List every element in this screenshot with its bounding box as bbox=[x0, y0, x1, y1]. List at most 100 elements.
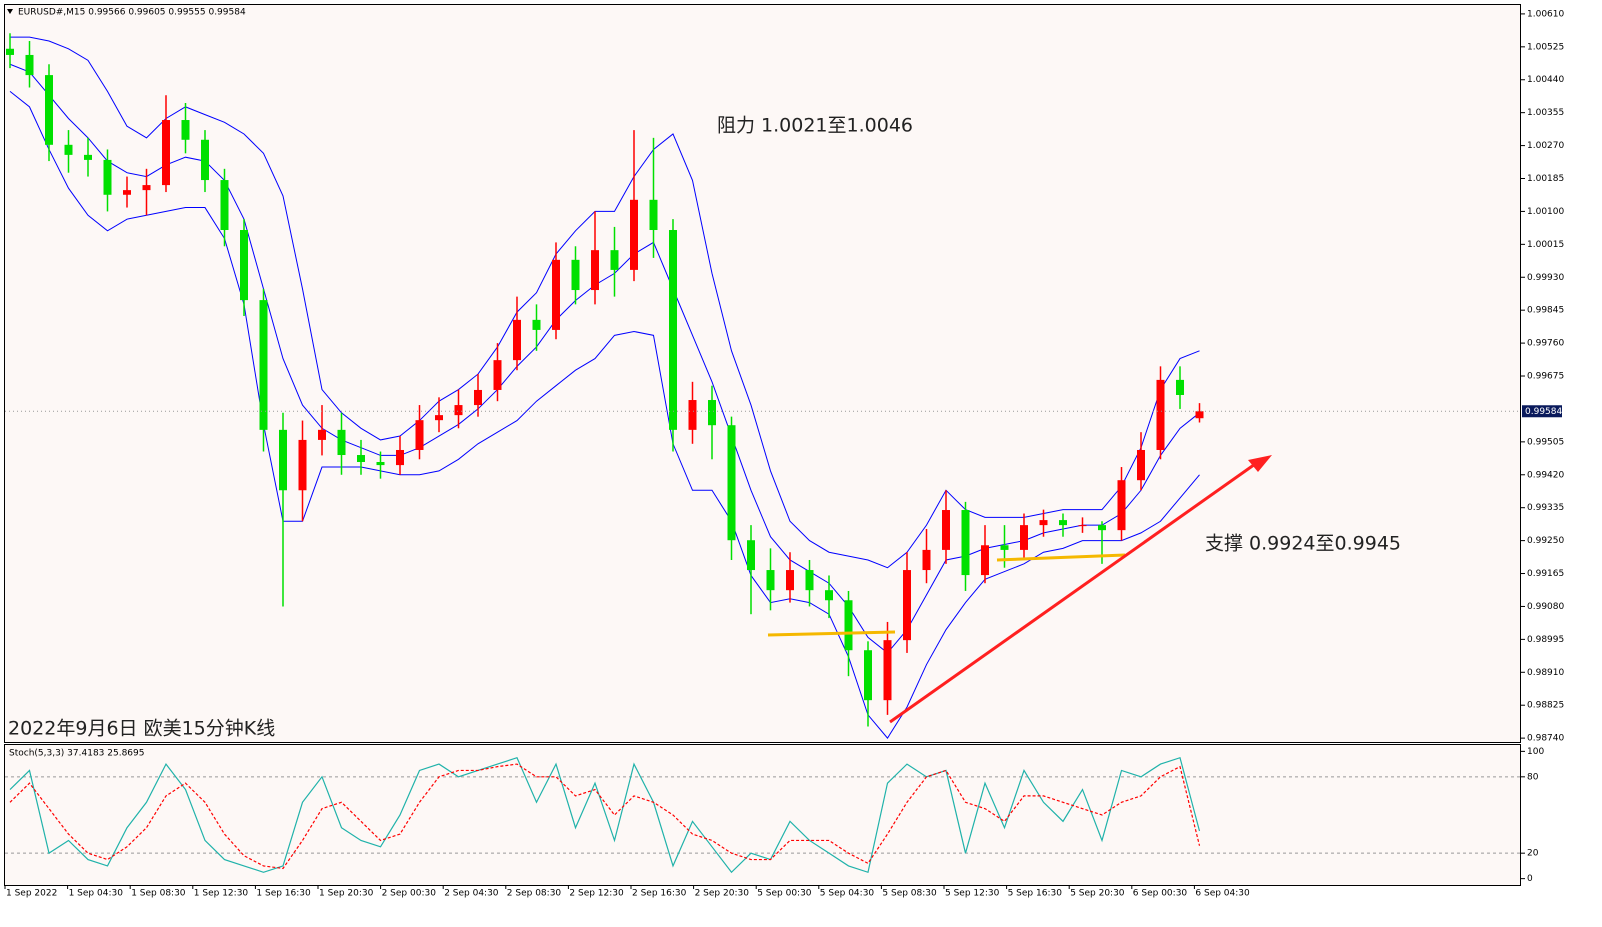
y-tick-label: 100 bbox=[1527, 747, 1544, 757]
y-tick-label: 1.00185 bbox=[1527, 174, 1564, 184]
candle-body bbox=[669, 230, 677, 430]
candle-body bbox=[903, 570, 911, 641]
arrow-head bbox=[1248, 455, 1272, 472]
candle-body bbox=[337, 429, 346, 456]
candle-body bbox=[1195, 411, 1204, 419]
candle-body bbox=[610, 250, 619, 270]
x-tick-label: 2 Sep 16:30 bbox=[632, 889, 687, 899]
candle-body bbox=[591, 250, 599, 291]
drawings bbox=[767, 455, 1272, 724]
y-tick-label: 0.99335 bbox=[1527, 503, 1564, 513]
x-tick-label: 6 Sep 04:30 bbox=[1195, 889, 1250, 899]
x-tick-label: 5 Sep 04:30 bbox=[820, 889, 875, 899]
x-tick-label: 2 Sep 12:30 bbox=[569, 889, 624, 899]
candle-body bbox=[25, 54, 34, 76]
candle-body bbox=[298, 439, 307, 491]
candle-body bbox=[240, 230, 248, 301]
y-tick-label: 1.00270 bbox=[1527, 141, 1564, 151]
y-tick-label: 1.00610 bbox=[1527, 9, 1564, 19]
candle-body bbox=[1176, 379, 1184, 395]
x-tick-label: 2 Sep 20:30 bbox=[695, 889, 750, 899]
y-tick-label: 0.98740 bbox=[1527, 734, 1564, 744]
candle-body bbox=[454, 405, 463, 416]
x-tick-label: 1 Sep 08:30 bbox=[131, 889, 186, 899]
candle-body bbox=[786, 570, 794, 591]
x-tick-label: 5 Sep 00:30 bbox=[757, 889, 812, 899]
x-tick-label: 2 Sep 04:30 bbox=[444, 889, 499, 899]
x-tick-label: 1 Sep 20:30 bbox=[319, 889, 374, 899]
y-tick-label: 0.98825 bbox=[1527, 701, 1564, 711]
y-tick-label: 0.99760 bbox=[1527, 339, 1564, 349]
y-tick-label: 1.00525 bbox=[1527, 42, 1564, 52]
candle-body bbox=[181, 120, 190, 140]
candle-body bbox=[688, 400, 697, 430]
x-tick-label: 5 Sep 20:30 bbox=[1070, 889, 1125, 899]
y-tick-label: 0.99165 bbox=[1527, 569, 1564, 579]
x-tick-label: 5 Sep 16:30 bbox=[1008, 889, 1063, 899]
candle-body bbox=[1117, 480, 1126, 531]
candle-body bbox=[1020, 525, 1028, 550]
candle-body bbox=[844, 600, 853, 651]
candle-body bbox=[201, 139, 209, 181]
annotation: 支撑 0.9924至0.9945 bbox=[1205, 533, 1401, 555]
y-tick-label: 80 bbox=[1527, 772, 1539, 782]
candle-body bbox=[825, 590, 833, 601]
bollinger-band bbox=[10, 36, 1200, 569]
y-tick-label: 0.99675 bbox=[1527, 372, 1564, 382]
candle-body bbox=[64, 144, 73, 155]
candle-body bbox=[883, 640, 892, 701]
y-tick-label: 0.99420 bbox=[1527, 470, 1564, 480]
y-tick-label: 0.98995 bbox=[1527, 635, 1564, 645]
candle-body bbox=[45, 75, 53, 145]
candle-body bbox=[513, 319, 521, 361]
x-tick-label: 6 Sep 00:30 bbox=[1133, 889, 1188, 899]
x-tick-label: 5 Sep 12:30 bbox=[945, 889, 1000, 899]
support-line bbox=[996, 553, 1126, 562]
candle-body bbox=[474, 389, 482, 406]
candle-body bbox=[1156, 379, 1165, 450]
price-label: 0.99584 bbox=[1525, 407, 1562, 417]
y-tick-label: 1.00015 bbox=[1527, 240, 1564, 250]
candle-body bbox=[552, 259, 560, 330]
x-tick-label: 1 Sep 2022 bbox=[6, 889, 57, 899]
bollinger-band bbox=[9, 90, 1200, 739]
x-tick-label: 2 Sep 08:30 bbox=[507, 889, 562, 899]
candle-body bbox=[1000, 545, 1009, 550]
title-icon bbox=[7, 9, 13, 14]
axes: 1.00610 1.00525 1.00440 1.00355 1.00270 1.001… bbox=[4, 9, 1564, 899]
chart-title: EURUSD#,M15 0.99566 0.99605 0.99555 0.99… bbox=[18, 8, 246, 18]
stoch-plot bbox=[5, 756, 1520, 874]
candle-body bbox=[1078, 525, 1087, 527]
candle-body bbox=[961, 510, 970, 576]
candle-body bbox=[708, 400, 716, 426]
support-line bbox=[767, 630, 896, 637]
candle-body bbox=[864, 650, 872, 701]
candle-body bbox=[805, 570, 814, 591]
candle-body bbox=[981, 545, 989, 576]
y-tick-label: 20 bbox=[1527, 849, 1539, 859]
annotation: 阻力 1.0021至1.0046 bbox=[717, 115, 913, 137]
candle-body bbox=[747, 540, 755, 571]
candle-body bbox=[727, 425, 736, 541]
candle-body bbox=[493, 360, 502, 390]
candle-body bbox=[766, 570, 775, 591]
candle-body bbox=[6, 48, 14, 55]
candle-body bbox=[376, 461, 385, 466]
candle-body bbox=[84, 154, 92, 160]
candle-body bbox=[1137, 449, 1145, 481]
main-plot bbox=[6, 33, 1204, 739]
y-tick-label: 0.99250 bbox=[1527, 536, 1564, 546]
candle-body bbox=[279, 429, 287, 491]
candle-body bbox=[415, 420, 424, 450]
candle-body bbox=[142, 185, 151, 191]
candle-body bbox=[571, 259, 580, 291]
x-tick-label: 5 Sep 08:30 bbox=[882, 889, 937, 899]
x-tick-label: 1 Sep 12:30 bbox=[194, 889, 249, 899]
x-tick-label: 2 Sep 00:30 bbox=[382, 889, 437, 899]
y-tick-label: 0.98910 bbox=[1527, 668, 1564, 678]
stoch-line bbox=[9, 756, 1201, 874]
candle-body bbox=[1059, 520, 1067, 526]
x-tick-label: 1 Sep 04:30 bbox=[69, 889, 124, 899]
